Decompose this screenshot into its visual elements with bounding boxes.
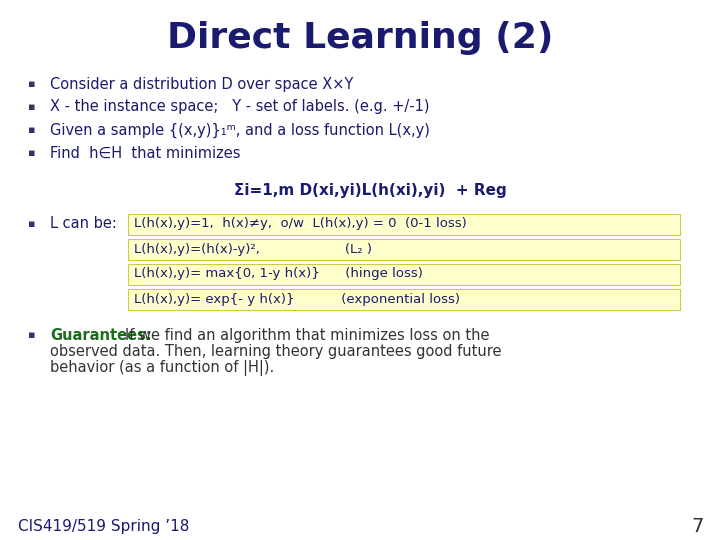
- Text: L(h(x),y)=(h(x)-y)²,                    (L₂ ): L(h(x),y)=(h(x)-y)², (L₂ ): [134, 242, 372, 255]
- Text: L can be:: L can be:: [50, 217, 117, 232]
- Text: L(h(x),y)= max{0, 1-y h(x)}      (hinge loss): L(h(x),y)= max{0, 1-y h(x)} (hinge loss): [134, 267, 423, 280]
- Text: 7: 7: [692, 517, 704, 537]
- FancyBboxPatch shape: [128, 213, 680, 234]
- Text: ▪: ▪: [28, 125, 36, 135]
- Text: CIS419/519 Spring ’18: CIS419/519 Spring ’18: [18, 519, 189, 535]
- Text: Guarantees:: Guarantees:: [50, 328, 152, 343]
- Text: X - the instance space;   Y - set of labels. (e.g. +/-1): X - the instance space; Y - set of label…: [50, 99, 430, 114]
- Text: ▪: ▪: [28, 219, 36, 229]
- Text: observed data. Then, learning theory guarantees good future: observed data. Then, learning theory gua…: [50, 344, 502, 359]
- Text: Find  h∈H  that minimizes: Find h∈H that minimizes: [50, 145, 240, 160]
- FancyBboxPatch shape: [128, 239, 680, 260]
- Text: L(h(x),y)=1,  h(x)≠y,  o/w  L(h(x),y) = 0  (0-1 loss): L(h(x),y)=1, h(x)≠y, o/w L(h(x),y) = 0 (…: [134, 218, 467, 231]
- FancyBboxPatch shape: [128, 288, 680, 309]
- Text: ▪: ▪: [28, 148, 36, 158]
- Text: ▪: ▪: [28, 79, 36, 89]
- Text: Given a sample {(x,y)}₁ᵐ, and a loss function L(x,y): Given a sample {(x,y)}₁ᵐ, and a loss fun…: [50, 123, 430, 138]
- Text: ▪: ▪: [28, 330, 36, 341]
- Text: behavior (as a function of |H|).: behavior (as a function of |H|).: [50, 360, 274, 375]
- Text: Consider a distribution D over space X×Y: Consider a distribution D over space X×Y: [50, 77, 354, 91]
- Text: L(h(x),y)= exp{- y h(x)}           (exponential loss): L(h(x),y)= exp{- y h(x)} (exponential lo…: [134, 293, 460, 306]
- FancyBboxPatch shape: [128, 264, 680, 285]
- Text: ▪: ▪: [28, 102, 36, 112]
- Text: If we find an algorithm that minimizes loss on the: If we find an algorithm that minimizes l…: [125, 328, 490, 343]
- Text: Direct Learning (2): Direct Learning (2): [167, 21, 553, 55]
- Text: Σi=1,m D(xi,yi)L(h(xi),yi)  + Reg: Σi=1,m D(xi,yi)L(h(xi),yi) + Reg: [233, 183, 506, 198]
